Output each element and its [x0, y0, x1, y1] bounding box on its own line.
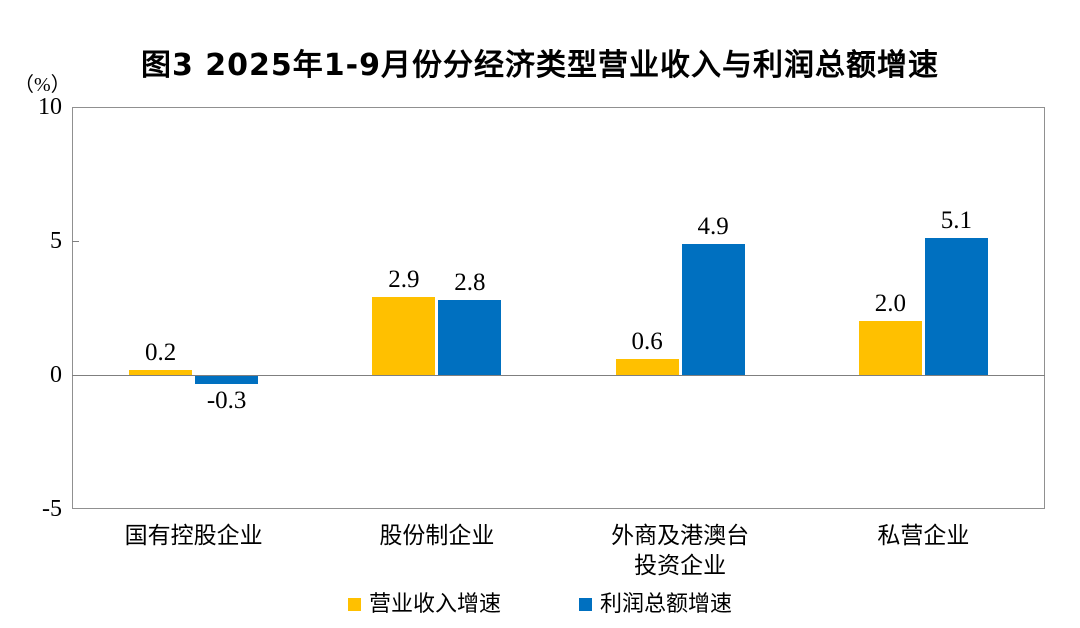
- plot-area: [72, 107, 1045, 509]
- x-category-label: 外商及港澳台 投资企业: [558, 521, 802, 581]
- bar-value-label: 2.8: [454, 268, 486, 296]
- chart-title: 图3 2025年1-9月份分经济类型营业收入与利润总额增速: [140, 48, 939, 83]
- bar: [438, 299, 502, 375]
- bar-value-label: 4.9: [697, 212, 729, 240]
- legend-item: 利润总额增速: [579, 592, 732, 616]
- y-tick-mark: [72, 241, 79, 242]
- legend-label: 利润总额增速: [600, 591, 733, 616]
- x-category-label: 国有控股企业: [72, 521, 316, 551]
- x-category-label-line: 国有控股企业: [124, 523, 263, 548]
- bar: [129, 369, 193, 375]
- bar-value-label: 0.2: [145, 338, 177, 366]
- bar: [615, 358, 679, 375]
- y-tick-label: 0: [50, 362, 62, 388]
- bar-value-label: 5.1: [940, 207, 972, 235]
- bar: [924, 238, 988, 375]
- bar-value-label: -0.3: [206, 387, 247, 415]
- legend-label: 营业收入增速: [368, 591, 501, 616]
- y-tick-label: 10: [38, 94, 62, 120]
- x-category-label: 私营企业: [801, 521, 1045, 551]
- x-category-label-line: 股份制企业: [379, 523, 495, 548]
- x-category-label-line: 私营企业: [877, 523, 970, 548]
- y-tick-label: -5: [42, 496, 62, 522]
- bar: [858, 321, 922, 375]
- bar: [195, 376, 259, 385]
- y-tick-label: 5: [50, 228, 62, 254]
- legend-item: 营业收入增速: [347, 591, 501, 616]
- x-category-label-line: 投资企业: [634, 553, 727, 578]
- x-category-label: 股份制企业: [315, 521, 559, 551]
- bar-value-label: 0.6: [631, 327, 663, 355]
- x-category-label-line: 外商及港澳台: [611, 523, 750, 548]
- legend-swatch: [347, 597, 361, 611]
- zero-baseline: [72, 375, 1045, 376]
- bar-value-label: 2.0: [874, 290, 906, 318]
- bar: [372, 297, 436, 375]
- bar: [681, 243, 745, 375]
- legend-swatch: [579, 597, 592, 611]
- legend: 营业收入增速 利润总额增速: [0, 592, 1080, 616]
- bar-value-label: 2.9: [388, 266, 420, 294]
- y-axis-unit-label: （%）: [14, 74, 71, 96]
